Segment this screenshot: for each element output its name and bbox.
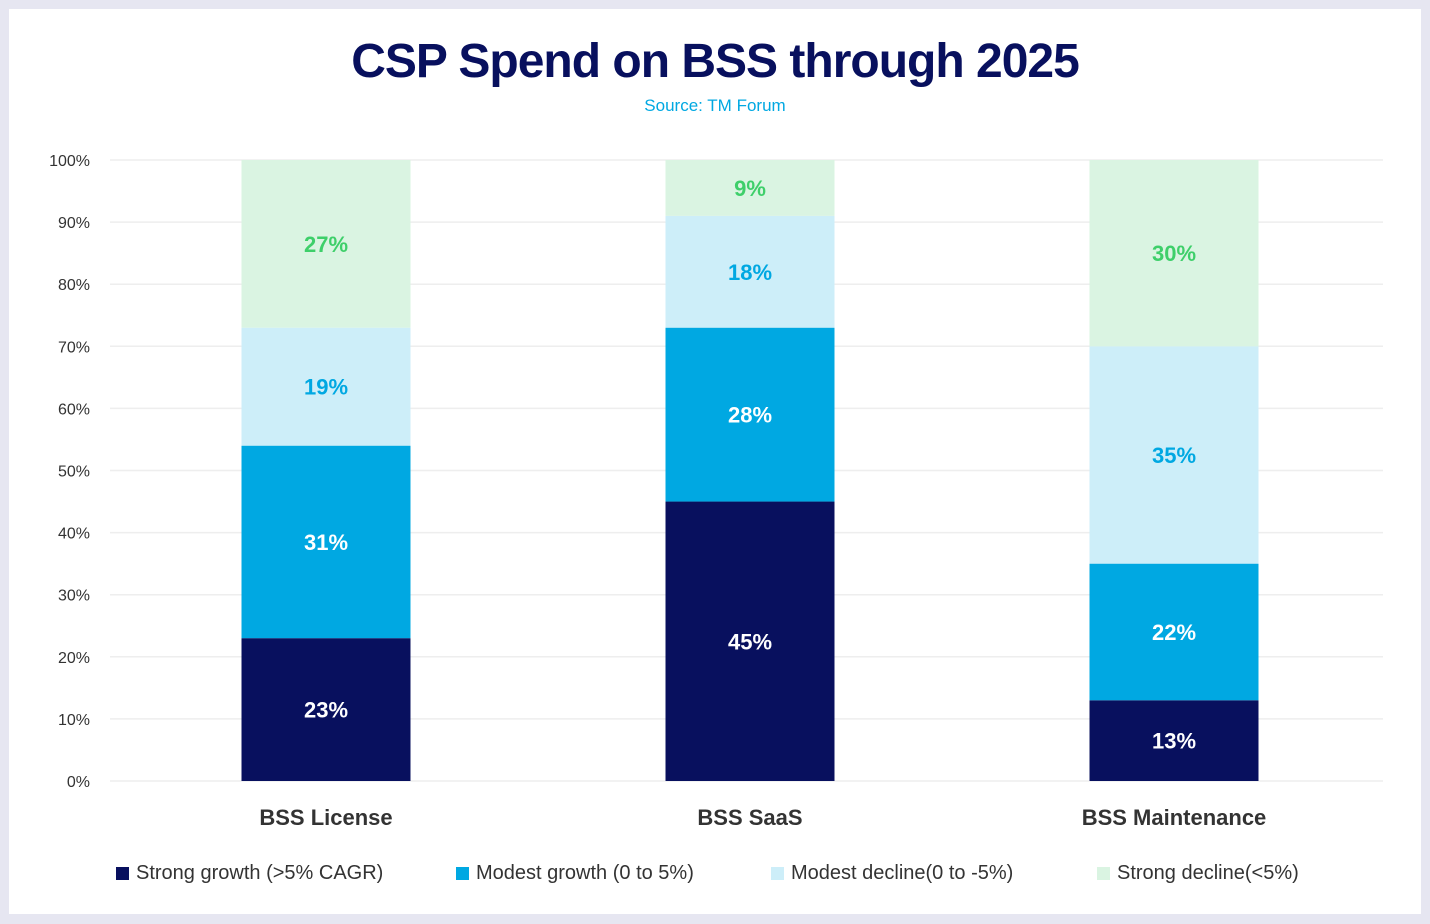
data-label: 28% [728,403,772,428]
legend-label: Modest decline(0 to -5%) [791,862,1014,884]
x-tick-label: BSS Maintenance [1082,805,1267,830]
bar-segment [241,327,411,446]
bar-segment [1089,160,1259,347]
legend-label: Modest growth (0 to 5%) [476,862,694,884]
legend-item: Modest growth (0 to 5%) [456,862,694,885]
bar-segment [665,501,835,781]
legend-swatch [1097,867,1110,880]
legend-swatch [771,867,784,880]
bar-segment [1089,700,1259,781]
y-tick-label: 30% [58,588,90,605]
y-tick-label: 40% [58,526,90,543]
legend-item: Strong growth (>5% CAGR) [116,862,383,885]
bar-segment [665,327,835,502]
data-label: 9% [734,176,766,201]
data-label: 18% [728,260,772,285]
data-label: 30% [1152,241,1196,266]
y-tick-label: 50% [58,464,90,481]
data-label: 23% [304,698,348,723]
data-label: 22% [1152,620,1196,645]
legend-swatch [456,867,469,880]
data-label: 45% [728,629,772,654]
legend-item: Modest decline(0 to -5%) [771,862,1013,885]
bar-segment [1089,346,1259,564]
legend-label: Strong growth (>5% CAGR) [136,862,384,884]
bar-segment [665,160,835,216]
bar-segment [1089,563,1259,701]
chart-subtitle: Source: TM Forum [644,96,786,115]
data-label: 19% [304,375,348,400]
y-tick-label: 70% [58,339,90,356]
y-tick-label: 90% [58,215,90,232]
bar-segment [241,445,411,639]
bar-segment [665,215,835,328]
legend-label: Strong decline(<5%) [1117,862,1299,884]
data-label: 31% [304,530,348,555]
data-label: 35% [1152,443,1196,468]
y-tick-label: 80% [58,277,90,294]
data-label: 27% [304,232,348,257]
legend: Strong growth (>5% CAGR) Modest growth (0… [0,862,1430,886]
legend-item: Strong decline(<5%) [1097,862,1299,885]
bar-segment [241,160,411,328]
y-tick-label: 100% [49,153,90,170]
data-label: 13% [1152,729,1196,754]
y-tick-label: 60% [58,401,90,418]
x-tick-label: BSS License [259,805,392,830]
legend-swatch [116,867,129,880]
y-tick-label: 20% [58,650,90,667]
bar-segment [241,638,411,781]
y-tick-label: 0% [67,774,90,791]
y-tick-label: 10% [58,712,90,729]
x-tick-label: BSS SaaS [697,805,802,830]
chart-title: CSP Spend on BSS through 2025 [351,35,1080,88]
